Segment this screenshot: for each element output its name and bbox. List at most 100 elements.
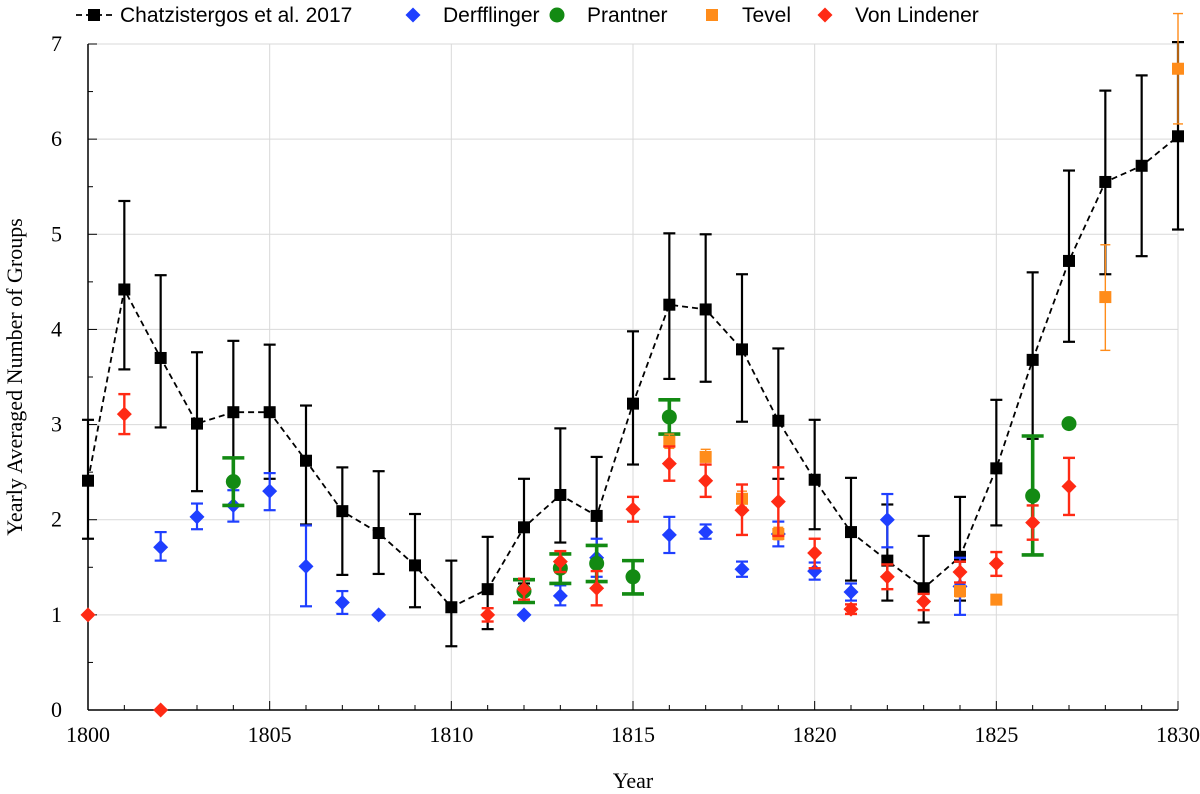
data-point	[1172, 130, 1184, 143]
legend-item: Tevel	[706, 4, 791, 27]
x-tick-label: 1830	[1156, 722, 1200, 747]
data-point	[300, 454, 312, 467]
data-point	[262, 483, 278, 499]
legend-item: Chatzistergos et al. 2017	[76, 4, 352, 27]
data-point	[952, 564, 968, 580]
data-point	[336, 505, 349, 518]
data-point	[661, 527, 677, 543]
x-tick-label: 1810	[429, 722, 473, 747]
data-point	[552, 554, 568, 570]
legend-marker	[817, 7, 833, 23]
data-point	[990, 462, 1003, 475]
y-tick-label: 4	[51, 316, 62, 341]
data-point	[879, 512, 895, 528]
data-point	[1099, 175, 1112, 188]
data-point	[807, 545, 823, 561]
data-point	[516, 607, 532, 623]
data-point	[845, 526, 857, 539]
legend-label: Tevel	[742, 4, 791, 27]
data-point	[80, 607, 96, 623]
data-point	[954, 585, 966, 598]
data-point	[990, 593, 1003, 606]
data-point	[843, 584, 859, 600]
y-tick-label: 3	[51, 412, 62, 437]
data-point	[116, 406, 132, 422]
y-tick-label: 2	[51, 507, 62, 532]
legend-label: Chatzistergos et al. 2017	[120, 4, 352, 27]
data-point	[1099, 291, 1112, 304]
legend: Chatzistergos et al. 2017 Derfflinger Pran…	[76, 4, 979, 27]
y-axis-ticks: 0 1 2 3 4 5 6 7	[51, 31, 97, 722]
data-point	[625, 501, 641, 517]
plot-area	[80, 12, 1184, 718]
data-point	[916, 594, 932, 610]
data-point	[734, 561, 750, 577]
data-point	[1061, 416, 1077, 432]
data-point	[481, 583, 494, 596]
data-point	[153, 702, 169, 718]
x-axis-ticks: 1800 1805 1810 1815 1820 1825 1830	[66, 701, 1200, 747]
data-point	[917, 582, 930, 595]
data-point	[516, 581, 532, 597]
data-point	[82, 474, 94, 487]
data-point	[445, 601, 458, 614]
legend-item: Von Lindener	[817, 4, 979, 27]
y-tick-label: 7	[51, 31, 62, 56]
legend-item: Prantner	[549, 4, 668, 27]
data-point	[154, 351, 167, 364]
data-point	[371, 607, 387, 623]
data-point	[699, 450, 712, 463]
data-point	[554, 488, 567, 501]
data-point	[879, 569, 895, 585]
data-point	[518, 521, 530, 534]
data-point	[661, 409, 677, 425]
data-point	[808, 473, 821, 486]
legend-label: Prantner	[587, 4, 668, 27]
x-tick-label: 1805	[248, 722, 292, 747]
data-point	[1135, 159, 1148, 172]
data-point	[1025, 488, 1041, 504]
data-point	[409, 559, 421, 572]
data-point	[843, 601, 859, 617]
x-axis-title: Year	[613, 768, 654, 793]
x-tick-label: 1800	[66, 722, 110, 747]
legend-label: Derfflinger	[443, 4, 540, 27]
data-point	[988, 555, 1004, 571]
data-point	[698, 473, 714, 489]
data-point	[480, 607, 496, 623]
data-point	[552, 588, 568, 604]
series-von-lindener	[80, 392, 1077, 718]
data-point	[1026, 353, 1039, 366]
data-point	[153, 539, 169, 555]
y-tick-label: 1	[51, 602, 62, 627]
y-tick-label: 0	[51, 697, 62, 722]
data-point	[191, 417, 203, 430]
data-point	[334, 594, 350, 610]
data-point	[227, 406, 240, 419]
series-prantner	[222, 398, 1077, 605]
data-point	[736, 343, 748, 356]
data-point	[1061, 478, 1077, 494]
legend-marker	[549, 7, 565, 23]
data-point	[663, 298, 676, 311]
data-point	[661, 456, 677, 472]
data-point	[263, 406, 276, 419]
y-axis-title: Yearly Averaged Number of Groups	[2, 218, 27, 536]
data-point	[118, 283, 131, 296]
legend-label: Von Lindener	[855, 4, 979, 27]
legend-marker	[88, 9, 100, 21]
data-point	[734, 502, 750, 518]
data-point	[589, 580, 605, 596]
data-point	[1172, 62, 1184, 75]
data-point	[1063, 254, 1075, 267]
data-point	[770, 494, 786, 510]
x-tick-label: 1825	[974, 722, 1018, 747]
legend-item: Derfflinger	[405, 4, 540, 27]
data-point	[225, 474, 241, 490]
data-point	[589, 555, 605, 571]
x-tick-label: 1820	[793, 722, 837, 747]
legend-marker	[706, 9, 718, 21]
data-point	[189, 509, 205, 525]
data-point	[372, 527, 385, 540]
